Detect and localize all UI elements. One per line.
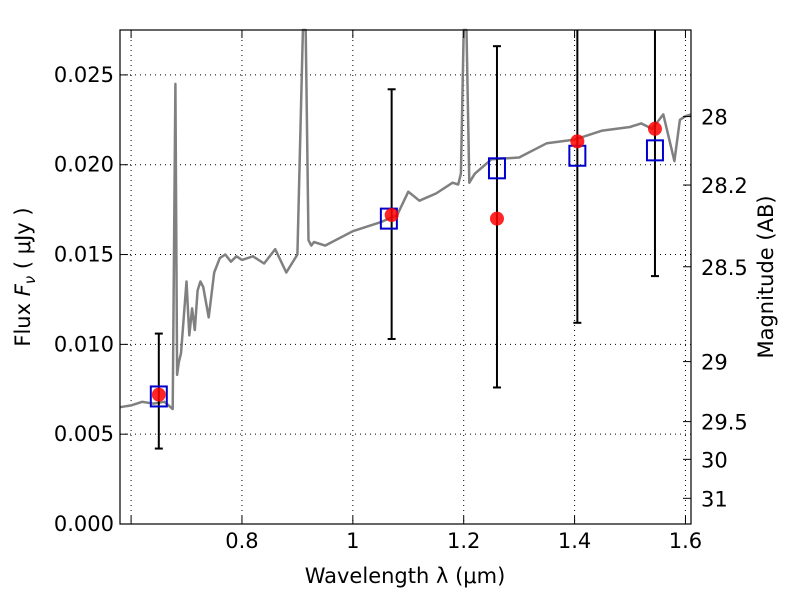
right-tick-label: 29.5: [701, 411, 748, 435]
y-tick-label: 0.000: [54, 512, 114, 536]
x-tick-label: 0.8: [225, 529, 258, 553]
observed-flux-point: [151, 387, 166, 402]
model-square-point: [487, 157, 506, 180]
observed-flux-point: [489, 211, 504, 226]
right-tick-label: 28: [701, 106, 728, 130]
plot-layer: [119, 28, 692, 450]
plot-frame: [119, 29, 692, 525]
model-square-point: [645, 139, 664, 162]
x-tick-label: 1: [346, 529, 359, 553]
y-axis-label-right: Magnitude (AB): [754, 195, 778, 358]
observed-flux-point: [647, 121, 662, 136]
right-tick-label: 30: [701, 448, 728, 472]
y-tick-label: 0.025: [54, 63, 114, 87]
model-square-point: [149, 385, 168, 408]
right-tick-label: 29: [701, 351, 728, 375]
y-tick-label: 0.020: [54, 153, 114, 177]
x-axis-label: Wavelength λ (μm): [305, 564, 506, 588]
right-tick-label: 28.2: [701, 174, 748, 198]
y-tick-label: 0.005: [54, 422, 114, 446]
x-tick-label: 1.2: [447, 529, 480, 553]
x-tick-label: 1.4: [558, 529, 591, 553]
y-tick-label: 0.010: [54, 332, 114, 356]
observed-flux-point: [570, 134, 585, 149]
grid-layer: [120, 30, 691, 525]
y-tick-label: 0.015: [54, 243, 114, 267]
observed-flux-point: [384, 208, 399, 223]
spectrum-line: [119, 28, 692, 411]
right-tick-label: 31: [701, 487, 728, 511]
y-axis-label: Flux Fν ( μJy ): [11, 207, 39, 346]
x-tick-label: 1.6: [669, 529, 702, 553]
tick-layer: 0.8 1 1.2 1.4 1.6 0.000 0.005 0.010 0.015 0.020 0.…: [54, 30, 748, 553]
right-tick-label: 28.5: [701, 256, 748, 280]
